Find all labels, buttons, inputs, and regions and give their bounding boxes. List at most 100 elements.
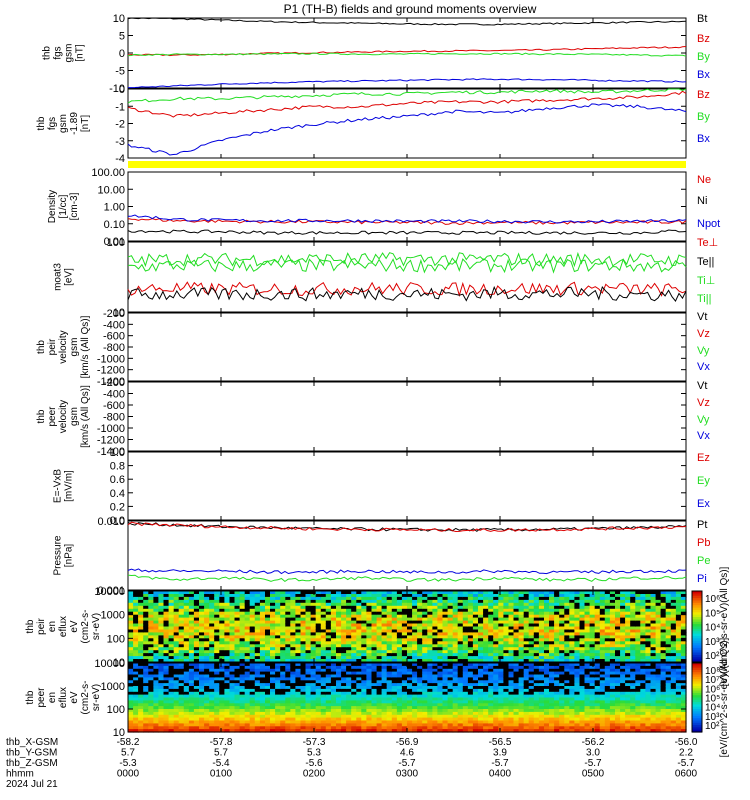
heatmap-cell	[488, 694, 494, 699]
heatmap-cell	[604, 632, 611, 636]
heatmap-cell	[265, 686, 271, 690]
y-tick-label: -200	[103, 308, 125, 320]
heatmap-cell	[290, 665, 296, 670]
heatmap-cell	[549, 605, 555, 610]
heatmap-cell	[199, 656, 205, 660]
heatmap-cell	[488, 711, 494, 716]
heatmap-cell	[351, 703, 357, 707]
heatmap-cell	[640, 623, 646, 628]
y-axis-label: en	[47, 621, 58, 632]
heatmap-cell	[249, 665, 256, 670]
heatmap-cell	[346, 626, 352, 631]
y-axis-label: -1.89	[69, 112, 80, 135]
heatmap-cell	[219, 641, 225, 645]
heatmap-cell	[330, 680, 337, 684]
heatmap-cell	[183, 626, 190, 631]
heatmap-cell	[138, 623, 144, 628]
heatmap-cell	[386, 656, 393, 660]
heatmap-cell	[270, 694, 276, 699]
heatmap-cell	[533, 686, 540, 690]
heatmap-cell	[280, 714, 286, 719]
heatmap-cell	[143, 635, 149, 639]
heatmap-cell	[330, 686, 337, 690]
heatmap-cell	[224, 723, 231, 727]
heatmap-cell	[584, 596, 591, 601]
heatmap-cell	[310, 659, 317, 663]
heatmap-cell	[300, 591, 307, 595]
heatmap-cell	[229, 641, 236, 645]
heatmap-cell	[224, 653, 231, 657]
legend-Pt: Pt	[697, 519, 707, 531]
heatmap-cell	[356, 596, 362, 601]
heatmap-cell	[533, 635, 540, 639]
heatmap-cell	[417, 638, 423, 642]
heatmap-cell	[604, 653, 611, 657]
heatmap-cell	[300, 697, 307, 701]
heatmap-cell	[214, 674, 220, 678]
heatmap-cell	[569, 596, 575, 601]
colorbar-swatch	[692, 612, 702, 616]
heatmap-cell	[244, 717, 251, 722]
heatmap-cell	[249, 656, 256, 660]
heatmap-cell	[168, 614, 175, 619]
heatmap-cell	[254, 706, 261, 710]
heatmap-cell	[315, 671, 322, 676]
heatmap-cell	[199, 596, 205, 601]
heatmap-cell	[351, 602, 357, 607]
heatmap-cell	[472, 683, 479, 687]
heatmap-cell	[219, 650, 225, 654]
colorbar-swatch	[692, 652, 702, 656]
heatmap-cell	[488, 720, 494, 724]
heatmap-cell	[488, 686, 494, 690]
heatmap-cell	[584, 605, 591, 610]
heatmap-cell	[371, 709, 378, 713]
heatmap-cell	[564, 605, 570, 610]
heatmap-cell	[214, 599, 220, 604]
heatmap-cell	[325, 594, 332, 598]
heatmap-cell	[234, 620, 241, 625]
heatmap-cell	[579, 614, 586, 619]
heatmap-cell	[188, 611, 195, 616]
heatmap-cell	[513, 706, 520, 710]
heatmap-cell	[325, 614, 332, 619]
heatmap-cell	[650, 620, 657, 625]
heatmap-cell	[452, 683, 459, 687]
heatmap-cell	[488, 656, 494, 660]
heatmap-cell	[498, 656, 504, 660]
heatmap-cell	[285, 674, 291, 678]
heatmap-cell	[295, 602, 302, 607]
heatmap-cell	[244, 709, 251, 713]
heatmap-cell	[163, 620, 170, 625]
heatmap-cell	[290, 638, 296, 642]
heatmap-cell	[427, 668, 433, 673]
heatmap-cell	[498, 688, 504, 693]
heatmap-cell	[163, 653, 170, 657]
heatmap-cell	[183, 680, 190, 684]
heatmap-cell	[376, 694, 383, 699]
heatmap-cell	[625, 659, 631, 663]
heatmap-cell	[478, 717, 484, 722]
heatmap-cell	[391, 656, 398, 660]
heatmap-cell	[412, 635, 418, 639]
heatmap-cell	[300, 641, 307, 645]
heatmap-cell	[265, 641, 271, 645]
y-tick-label: 0.001	[97, 585, 125, 597]
heatmap-cell	[447, 647, 454, 651]
heatmap-cell	[244, 711, 251, 716]
heatmap-cell	[133, 714, 139, 719]
heatmap-cell	[188, 632, 195, 636]
heatmap-cell	[249, 726, 256, 730]
heatmap-cell	[163, 629, 170, 634]
heatmap-cell	[447, 714, 454, 719]
heatmap-cell	[630, 594, 636, 598]
heatmap-cell	[275, 629, 281, 634]
heatmap-cell	[153, 717, 160, 722]
heatmap-cell	[447, 644, 454, 648]
heatmap-cell	[234, 720, 241, 724]
heatmap-cell	[351, 656, 357, 660]
heatmap-cell	[594, 617, 601, 622]
heatmap-cell	[386, 665, 393, 670]
heatmap-cell	[609, 629, 616, 634]
legend-By: By	[697, 111, 710, 123]
heatmap-cell	[305, 663, 312, 667]
